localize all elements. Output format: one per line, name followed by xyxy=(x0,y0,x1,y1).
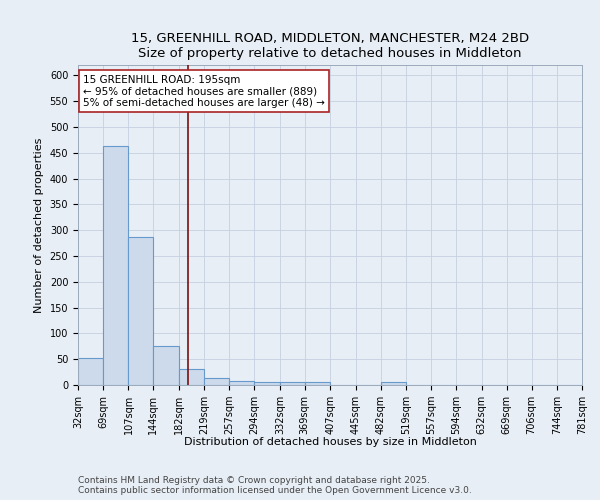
Bar xyxy=(103,146,128,385)
Bar xyxy=(381,382,406,385)
Bar xyxy=(204,378,229,385)
Bar xyxy=(154,346,179,385)
Bar xyxy=(78,358,103,385)
Bar xyxy=(254,382,280,385)
Bar xyxy=(128,238,154,385)
Bar xyxy=(229,381,254,385)
Y-axis label: Number of detached properties: Number of detached properties xyxy=(34,138,44,312)
Text: Contains HM Land Registry data © Crown copyright and database right 2025.
Contai: Contains HM Land Registry data © Crown c… xyxy=(78,476,472,495)
Bar xyxy=(305,382,331,385)
Bar xyxy=(179,369,204,385)
Text: 15 GREENHILL ROAD: 195sqm
← 95% of detached houses are smaller (889)
5% of semi-: 15 GREENHILL ROAD: 195sqm ← 95% of detac… xyxy=(83,74,325,108)
X-axis label: Distribution of detached houses by size in Middleton: Distribution of detached houses by size … xyxy=(184,437,476,447)
Title: 15, GREENHILL ROAD, MIDDLETON, MANCHESTER, M24 2BD
Size of property relative to : 15, GREENHILL ROAD, MIDDLETON, MANCHESTE… xyxy=(131,32,529,60)
Bar xyxy=(280,382,305,385)
